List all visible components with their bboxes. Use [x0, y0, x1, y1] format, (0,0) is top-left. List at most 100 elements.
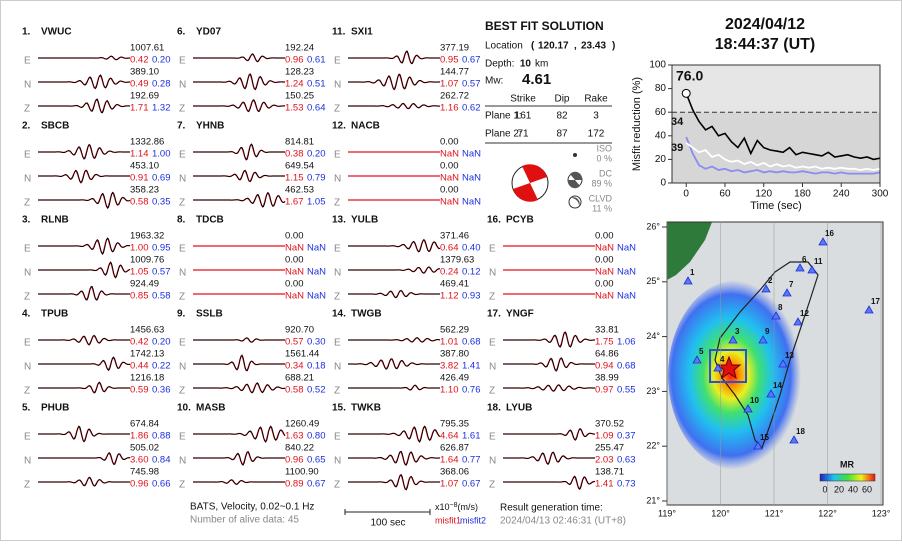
result-time: 2024/04/13 02:46:31 (UT+8): [500, 516, 626, 527]
lon-label: 120°: [711, 508, 730, 518]
component-label: E: [334, 244, 341, 255]
component-label: E: [334, 338, 341, 349]
component-label: Z: [334, 480, 340, 491]
misfit2: NaN: [617, 267, 636, 278]
depth-label: Depth:: [485, 59, 514, 70]
chart-frame: [671, 64, 881, 184]
station-number: 6.: [177, 27, 186, 38]
station-label: 10: [750, 396, 759, 405]
misfit2: 0.88: [152, 431, 171, 442]
amplitude: 255.47: [595, 443, 624, 454]
misfit1-legend: misfit1: [435, 515, 461, 525]
misfit1: 0.85: [130, 291, 149, 302]
component-label: E: [179, 150, 186, 161]
y-tick-label: 80: [655, 83, 667, 94]
mt-component-percent: 11 %: [592, 203, 612, 213]
lat-label: 21°: [646, 495, 660, 505]
misfit2-legend: misfit2: [460, 515, 486, 525]
component-label: N: [489, 456, 496, 467]
trace-observed: [38, 55, 131, 61]
station-name: TDCB: [196, 215, 224, 226]
component-label: N: [24, 362, 31, 373]
amplitude: 0.00: [440, 185, 459, 196]
misfit2: 0.69: [152, 173, 171, 184]
trace-observed: [38, 143, 130, 160]
lat-label: 23°: [646, 386, 660, 396]
clvd-ball-fill: [571, 197, 580, 206]
station-number: 17.: [487, 309, 501, 320]
misfit1: 1.14: [130, 149, 149, 160]
amplitude: 1260.49: [285, 419, 319, 430]
amplitude: 0.00: [440, 161, 459, 172]
lat-label: 24°: [646, 331, 660, 341]
colorbar-tick: 40: [848, 484, 858, 494]
component-label: Z: [334, 386, 340, 397]
component-label: E: [334, 150, 341, 161]
heatmap: [668, 280, 808, 470]
component-label: E: [24, 338, 31, 349]
amplitude: 469.41: [440, 279, 469, 290]
component-label: E: [489, 338, 496, 349]
trace-observed: [193, 382, 286, 394]
amplitude: 1379.63: [440, 255, 474, 266]
trace-observed: [38, 381, 130, 394]
component-label: E: [489, 432, 496, 443]
misfit2: 0.62: [462, 103, 481, 114]
trace-observed: [38, 356, 131, 372]
station-marker: [771, 311, 781, 320]
amplitude: 920.70: [285, 325, 314, 336]
misfit1: 0.42: [130, 55, 149, 66]
misfit2: 1.61: [462, 431, 481, 442]
colorbar-tick: 60: [862, 484, 872, 494]
amplitude: 1742.13: [130, 349, 164, 360]
misfit1: 1.24: [285, 79, 304, 90]
component-label: E: [179, 432, 186, 443]
trace-observed: [348, 473, 440, 491]
station-name: PHUB: [41, 403, 69, 414]
misfit2: 0.76: [462, 385, 481, 396]
amplitude: 192.69: [130, 91, 159, 102]
misfit1: 0.94: [595, 361, 614, 372]
amplitude: 150.25: [285, 91, 314, 102]
trace-observed: [348, 358, 440, 370]
amplitude: 33.81: [595, 325, 619, 336]
lat-label: 22°: [646, 441, 660, 451]
misfit1: NaN: [595, 291, 614, 302]
misfit1: 0.96: [130, 479, 149, 490]
component-label: Z: [24, 386, 30, 397]
x-tick-label: 120: [755, 189, 772, 200]
amplitude: 370.52: [595, 419, 624, 430]
station-marker: [864, 305, 874, 314]
y-tick-label: 40: [655, 130, 667, 141]
lat-label: 25°: [646, 276, 660, 286]
station-label: 17: [871, 297, 880, 306]
misfit1: 0.59: [130, 385, 149, 396]
station-label: 3: [735, 327, 740, 336]
station-label: 13: [785, 351, 794, 360]
amplitude: 1332.86: [130, 137, 164, 148]
misfit2: 0.80: [307, 431, 326, 442]
station-label: 1: [690, 268, 695, 277]
trace-observed: [38, 452, 130, 465]
event-date: 2024/04/12: [725, 16, 805, 33]
misfit-line: [685, 93, 881, 161]
table-header: Dip: [554, 94, 569, 105]
component-label: N: [334, 456, 341, 467]
misfit2: 1.06: [617, 337, 636, 348]
amplitude: 562.29: [440, 325, 469, 336]
filter-info: BATS, Velocity, 0.02~0.1 Hz: [190, 502, 314, 513]
unit-rest: (m/s): [458, 502, 479, 512]
colorbar-tick: 20: [834, 484, 844, 494]
plane-value: 71: [517, 129, 529, 140]
station-marker: [793, 317, 803, 326]
station-marker: [753, 441, 763, 450]
amplitude: 64.86: [595, 349, 619, 360]
amplitude: 371.46: [440, 231, 469, 242]
amplitude: 840.22: [285, 443, 314, 454]
lon-label: 123°: [872, 508, 891, 518]
amplitude: 38.99: [595, 373, 619, 384]
plane-value: 161: [515, 111, 532, 122]
station-name: SBCB: [41, 121, 69, 132]
component-label: N: [334, 362, 341, 373]
